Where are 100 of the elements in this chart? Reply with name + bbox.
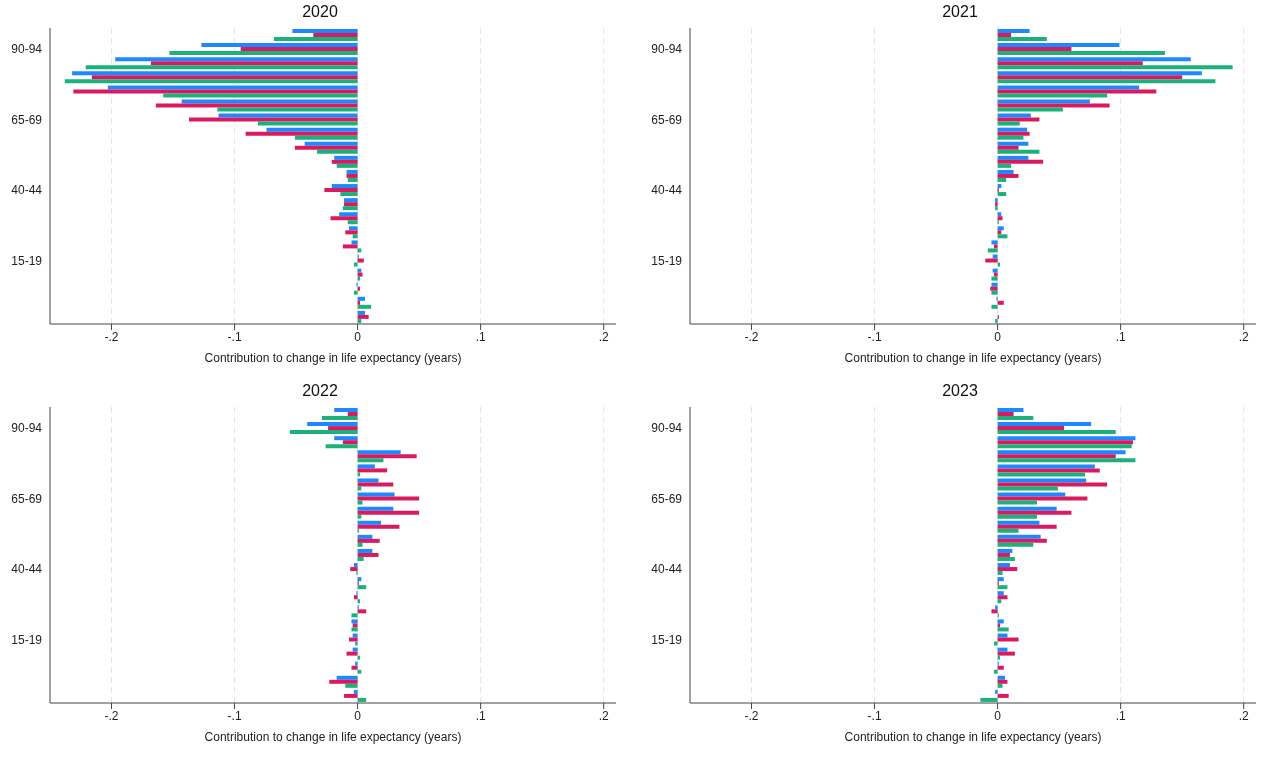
bar [995, 198, 998, 203]
bar [997, 169, 1014, 174]
y-tick-label: 90-94 [651, 420, 683, 435]
bar [292, 29, 358, 33]
bar [357, 506, 394, 511]
bar [357, 496, 420, 501]
bar [997, 471, 1085, 476]
bar [346, 651, 358, 656]
bar [357, 467, 388, 472]
x-tick-label: 0 [354, 708, 362, 723]
bar [344, 198, 358, 203]
bar [991, 608, 998, 613]
bar [997, 633, 1008, 638]
bar [995, 604, 998, 609]
bar [150, 61, 358, 66]
bar [997, 75, 1183, 80]
bar [357, 524, 400, 529]
bar [997, 141, 1029, 146]
bar [273, 37, 358, 41]
bar [189, 117, 358, 122]
bar [997, 443, 1132, 448]
bar [155, 103, 358, 108]
bar [987, 248, 998, 253]
bar [349, 637, 358, 642]
bar [334, 155, 358, 160]
bar [324, 188, 358, 193]
bar [991, 276, 998, 281]
bar [985, 258, 998, 263]
bar [997, 226, 1004, 231]
bar [350, 566, 358, 571]
bar [357, 538, 380, 543]
bar [357, 481, 394, 486]
bar [997, 127, 1028, 132]
y-tick-label: 15-19 [651, 253, 683, 268]
bar [357, 258, 364, 263]
bar [325, 443, 358, 448]
bar [997, 576, 1004, 581]
bar [997, 300, 1004, 305]
bar [997, 520, 1040, 525]
bar [217, 107, 358, 112]
bar [997, 159, 1044, 164]
bar [357, 697, 367, 702]
bar [997, 510, 1072, 515]
bar [997, 675, 1005, 680]
bar [997, 626, 1009, 631]
bar [357, 304, 372, 309]
bar [997, 463, 1095, 468]
bar [304, 141, 358, 146]
x-tick-label: .2 [1238, 329, 1250, 344]
bar [351, 612, 358, 617]
bar [997, 135, 1024, 140]
x-tick-label: -.2 [104, 329, 119, 344]
x-axis-title: Contribution to change in life expectancy (years) [844, 729, 1102, 744]
bar [331, 184, 358, 189]
y-tick-label: 90-94 [651, 42, 683, 57]
bar [353, 689, 358, 694]
bar [997, 538, 1047, 543]
bar [73, 89, 358, 94]
bar [357, 556, 364, 561]
bar [997, 528, 1019, 533]
bar [347, 411, 358, 416]
bar [991, 240, 998, 245]
bar [997, 57, 1191, 62]
bar [997, 477, 1087, 482]
bar [997, 647, 1008, 652]
bar [997, 234, 1008, 239]
bar [357, 510, 420, 515]
bar [997, 421, 1092, 426]
bar [355, 641, 358, 646]
bar [997, 51, 1165, 56]
bar [997, 47, 1072, 52]
bar [72, 71, 358, 76]
x-tick-label: -.1 [867, 329, 882, 344]
bar [997, 534, 1041, 539]
bar [991, 290, 998, 295]
bar [997, 651, 1015, 656]
bar [357, 463, 375, 468]
bar [997, 435, 1136, 440]
bar [997, 467, 1100, 472]
bar [169, 51, 358, 56]
bar [353, 290, 358, 295]
bar [997, 594, 1008, 599]
bar [997, 542, 1034, 547]
bar [991, 304, 998, 309]
bar [357, 534, 373, 539]
chart-title: 2020 [301, 2, 339, 22]
bar [345, 683, 358, 688]
bar [997, 71, 1202, 76]
bar [339, 212, 358, 217]
bar [997, 500, 1037, 505]
bar [351, 665, 358, 670]
bar [997, 43, 1120, 48]
bar [997, 552, 1010, 557]
bar [997, 99, 1090, 104]
bar [64, 79, 358, 84]
bar [181, 99, 358, 104]
bar [357, 296, 365, 301]
bar [342, 206, 358, 211]
bar [997, 411, 1014, 416]
bar [997, 485, 1058, 490]
